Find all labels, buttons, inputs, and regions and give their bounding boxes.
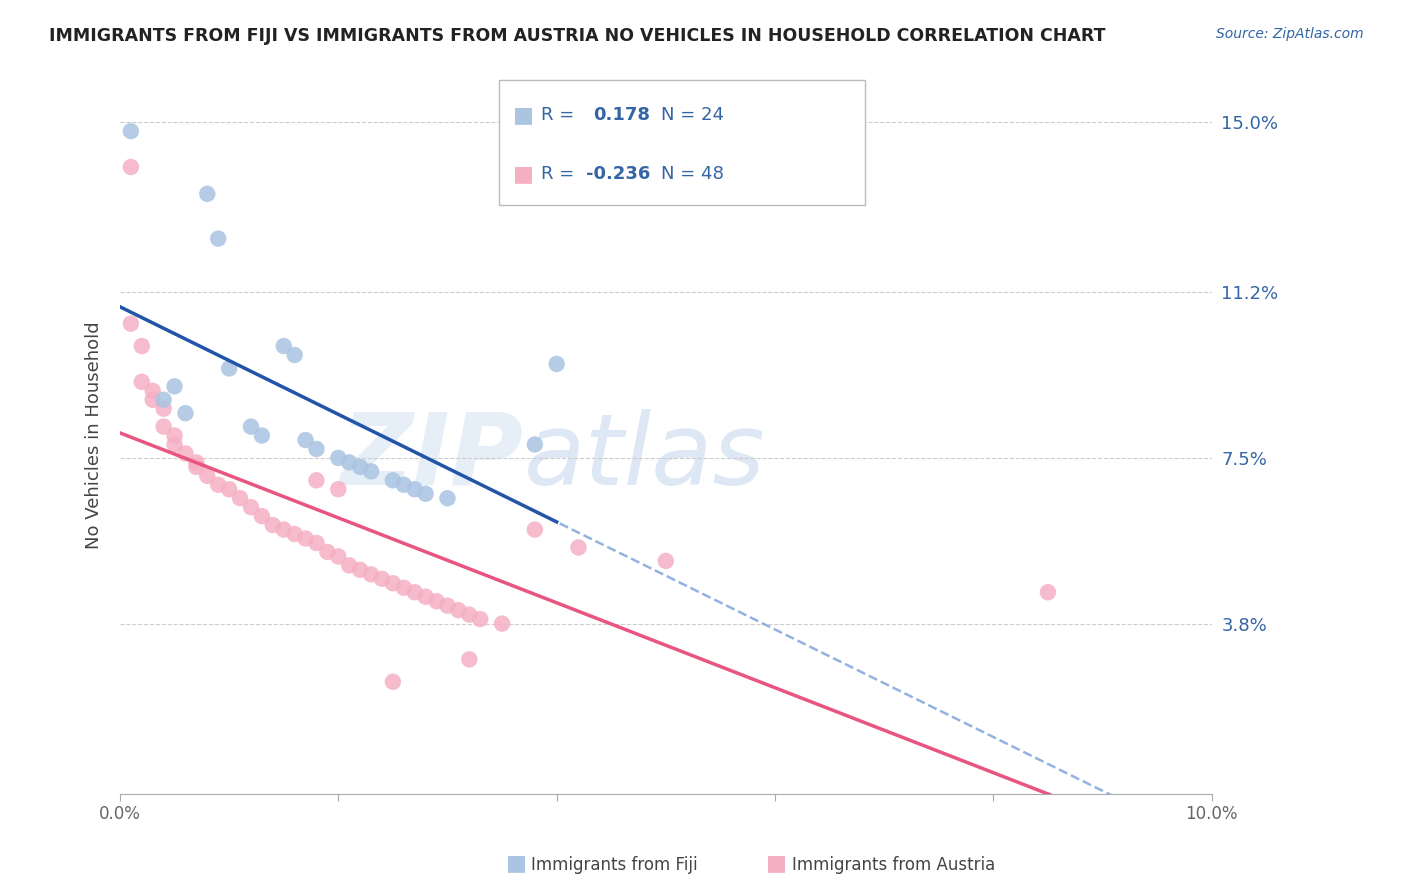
Point [360,567,382,582]
Point [328,549,350,564]
Point [240,419,263,434]
Text: R =: R = [541,165,581,183]
Text: IMMIGRANTS FROM FIJI VS IMMIGRANTS FROM AUSTRIA NO VEHICLES IN HOUSEHOLD CORRELA: IMMIGRANTS FROM FIJI VS IMMIGRANTS FROM … [49,27,1105,45]
Point [381,674,404,689]
Point [415,487,437,501]
Point [250,428,273,442]
Point [436,491,458,506]
Point [491,616,513,631]
Point [195,186,218,201]
Point [470,612,492,626]
Text: N = 48: N = 48 [661,165,724,183]
Text: ■: ■ [513,105,534,125]
Point [120,124,142,138]
Point [262,518,284,533]
Point [567,541,589,555]
Point [305,536,328,550]
Point [186,455,208,469]
Point [447,603,470,617]
Point [360,464,382,478]
Point [337,455,360,469]
Point [328,483,350,497]
Point [381,576,404,591]
Point [415,590,437,604]
Point [163,379,186,393]
Point [328,450,350,465]
Point [392,477,415,491]
Point [131,375,153,389]
Point [305,473,328,487]
Point [404,483,426,497]
Point [142,384,165,398]
Point [195,468,218,483]
Point [436,599,458,613]
Text: ■: ■ [766,854,787,873]
Point [305,442,328,456]
Point [523,437,546,451]
Point [163,428,186,442]
Point [207,231,229,245]
Text: Immigrants from Austria: Immigrants from Austria [792,856,995,874]
Point [273,523,295,537]
Point [349,459,371,474]
Point [458,652,481,666]
Text: atlas: atlas [524,409,765,506]
Text: 0.178: 0.178 [593,106,651,124]
Point [174,406,197,420]
Text: N = 24: N = 24 [661,106,724,124]
Point [316,545,339,559]
Point [186,459,208,474]
Point [273,339,295,353]
Point [120,317,142,331]
Point [174,446,197,460]
Point [337,558,360,573]
Point [404,585,426,599]
Text: ZIP: ZIP [340,409,524,506]
Point [131,339,153,353]
Point [218,483,240,497]
Point [207,477,229,491]
Text: R =: R = [541,106,581,124]
Point [240,500,263,515]
Point [425,594,447,608]
Point [371,572,394,586]
Point [1036,585,1059,599]
Point [381,473,404,487]
Point [218,361,240,376]
Point [294,433,316,447]
Point [163,437,186,451]
Point [458,607,481,622]
Text: ■: ■ [506,854,527,873]
Y-axis label: No Vehicles in Household: No Vehicles in Household [86,322,103,549]
Point [120,160,142,174]
Point [229,491,252,506]
Text: -0.236: -0.236 [586,165,651,183]
Text: Source: ZipAtlas.com: Source: ZipAtlas.com [1216,27,1364,41]
Point [152,392,174,407]
Point [152,419,174,434]
Point [523,523,546,537]
Point [655,554,678,568]
Point [284,348,307,362]
Point [284,527,307,541]
Text: ■: ■ [513,164,534,184]
Point [349,563,371,577]
Point [142,392,165,407]
Point [250,509,273,524]
Point [294,532,316,546]
Point [152,401,174,416]
Text: Immigrants from Fiji: Immigrants from Fiji [531,856,699,874]
Point [546,357,568,371]
Point [392,581,415,595]
